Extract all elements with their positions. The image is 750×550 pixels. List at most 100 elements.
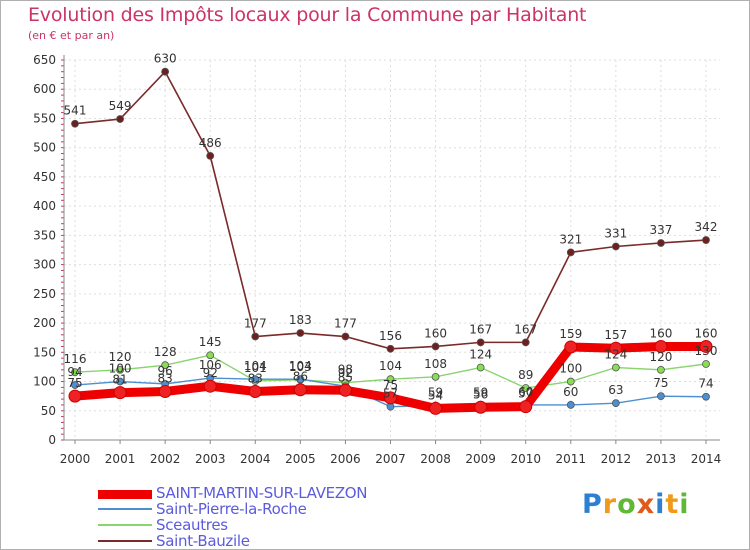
data-label: 94 xyxy=(67,365,82,379)
y-tick-label: 50 xyxy=(41,404,56,418)
data-point xyxy=(566,248,575,257)
data-point xyxy=(702,236,710,244)
data-label: 160 xyxy=(695,326,718,340)
data-label: 86 xyxy=(293,370,308,384)
data-point xyxy=(116,115,124,123)
y-tick-label: 500 xyxy=(33,141,56,155)
data-label: 177 xyxy=(244,317,267,331)
data-point xyxy=(386,344,395,353)
line-chart: 0 50 100 150 200 250 300 350 400 450 500 550 600 650 2… xyxy=(33,52,721,466)
x-tick-label: 2005 xyxy=(285,452,316,466)
data-label: 75 xyxy=(67,376,82,390)
data-label: 177 xyxy=(334,317,357,331)
x-tick-label: 2009 xyxy=(465,452,496,466)
y-tick-label: 200 xyxy=(33,316,56,330)
data-label: 159 xyxy=(559,327,582,341)
data-point xyxy=(71,119,79,128)
y-tick-label: 300 xyxy=(33,258,56,272)
data-label: 486 xyxy=(199,136,222,150)
data-point xyxy=(161,361,170,370)
data-label: 75 xyxy=(653,376,668,390)
data-label: 98 xyxy=(338,363,353,377)
x-tick-label: 2013 xyxy=(646,452,677,466)
data-point xyxy=(161,67,170,76)
data-label: 130 xyxy=(695,344,718,358)
data-label: 167 xyxy=(514,322,537,336)
data-label: 342 xyxy=(695,220,718,234)
data-point xyxy=(341,332,350,341)
data-label: 101 xyxy=(244,361,267,375)
data-point xyxy=(566,377,575,386)
data-label: 54 xyxy=(428,388,443,402)
series-saint-bauzile xyxy=(71,67,710,353)
data-label: 83 xyxy=(158,371,173,385)
data-point xyxy=(702,392,710,401)
data-point xyxy=(699,339,713,353)
x-tick-label: 2011 xyxy=(556,452,587,466)
data-label: 81 xyxy=(112,373,127,387)
data-point xyxy=(429,401,443,415)
data-point xyxy=(293,383,307,397)
data-label: 183 xyxy=(289,313,312,327)
data-label: 59 xyxy=(428,386,443,400)
data-label: 59 xyxy=(473,386,488,400)
x-tick-label: 2007 xyxy=(375,452,406,466)
data-label: 104 xyxy=(289,359,312,373)
data-point xyxy=(431,372,440,381)
data-point xyxy=(113,386,127,400)
y-tick-label: 100 xyxy=(33,375,56,389)
data-label: 160 xyxy=(424,326,447,340)
data-label: 104 xyxy=(379,359,402,373)
data-label: 92 xyxy=(338,366,353,380)
data-label: 100 xyxy=(109,362,132,376)
data-label: 120 xyxy=(649,350,672,364)
data-point xyxy=(68,389,82,403)
data-point xyxy=(203,379,217,393)
y-tick-label: 250 xyxy=(33,287,56,301)
data-label: 630 xyxy=(154,52,177,66)
data-label: 89 xyxy=(518,368,533,382)
data-label: 167 xyxy=(469,322,492,336)
data-point xyxy=(564,340,578,354)
data-point xyxy=(386,375,395,384)
data-label: 120 xyxy=(109,350,132,364)
data-label: 57 xyxy=(383,387,398,401)
data-label: 104 xyxy=(244,359,267,373)
data-point xyxy=(611,242,620,251)
proxiti-logo: Proxiti xyxy=(582,489,690,520)
y-tick-label: 650 xyxy=(33,53,56,67)
x-tick-label: 2000 xyxy=(60,452,91,466)
data-point xyxy=(206,151,215,160)
data-point xyxy=(251,375,260,384)
legend-swatch xyxy=(98,540,152,542)
data-point xyxy=(71,368,79,377)
data-point xyxy=(611,363,620,372)
data-label: 63 xyxy=(608,383,623,397)
data-label: 331 xyxy=(604,226,627,240)
data-point xyxy=(476,338,485,347)
data-point xyxy=(116,377,124,386)
data-point xyxy=(296,329,305,337)
data-label: 160 xyxy=(649,326,672,340)
data-point xyxy=(248,384,262,398)
data-point xyxy=(611,399,620,408)
x-tick-label: 2010 xyxy=(510,452,541,466)
data-label: 92 xyxy=(203,366,218,380)
y-tick-label: 600 xyxy=(33,82,56,96)
data-label: 100 xyxy=(559,362,582,376)
data-label: 85 xyxy=(338,370,353,384)
data-point xyxy=(296,375,305,384)
data-label: 124 xyxy=(604,348,627,362)
y-tick-label: 0 xyxy=(48,433,56,447)
data-point xyxy=(519,400,533,414)
data-point xyxy=(338,383,352,397)
data-point xyxy=(657,392,665,401)
data-point xyxy=(702,360,710,368)
data-point xyxy=(116,365,124,374)
data-point xyxy=(657,239,665,247)
data-point xyxy=(158,384,172,398)
x-tick-label: 2008 xyxy=(420,452,451,466)
y-tick-label: 350 xyxy=(33,228,56,242)
data-label: 56 xyxy=(473,387,488,401)
data-label: 157 xyxy=(604,328,627,342)
